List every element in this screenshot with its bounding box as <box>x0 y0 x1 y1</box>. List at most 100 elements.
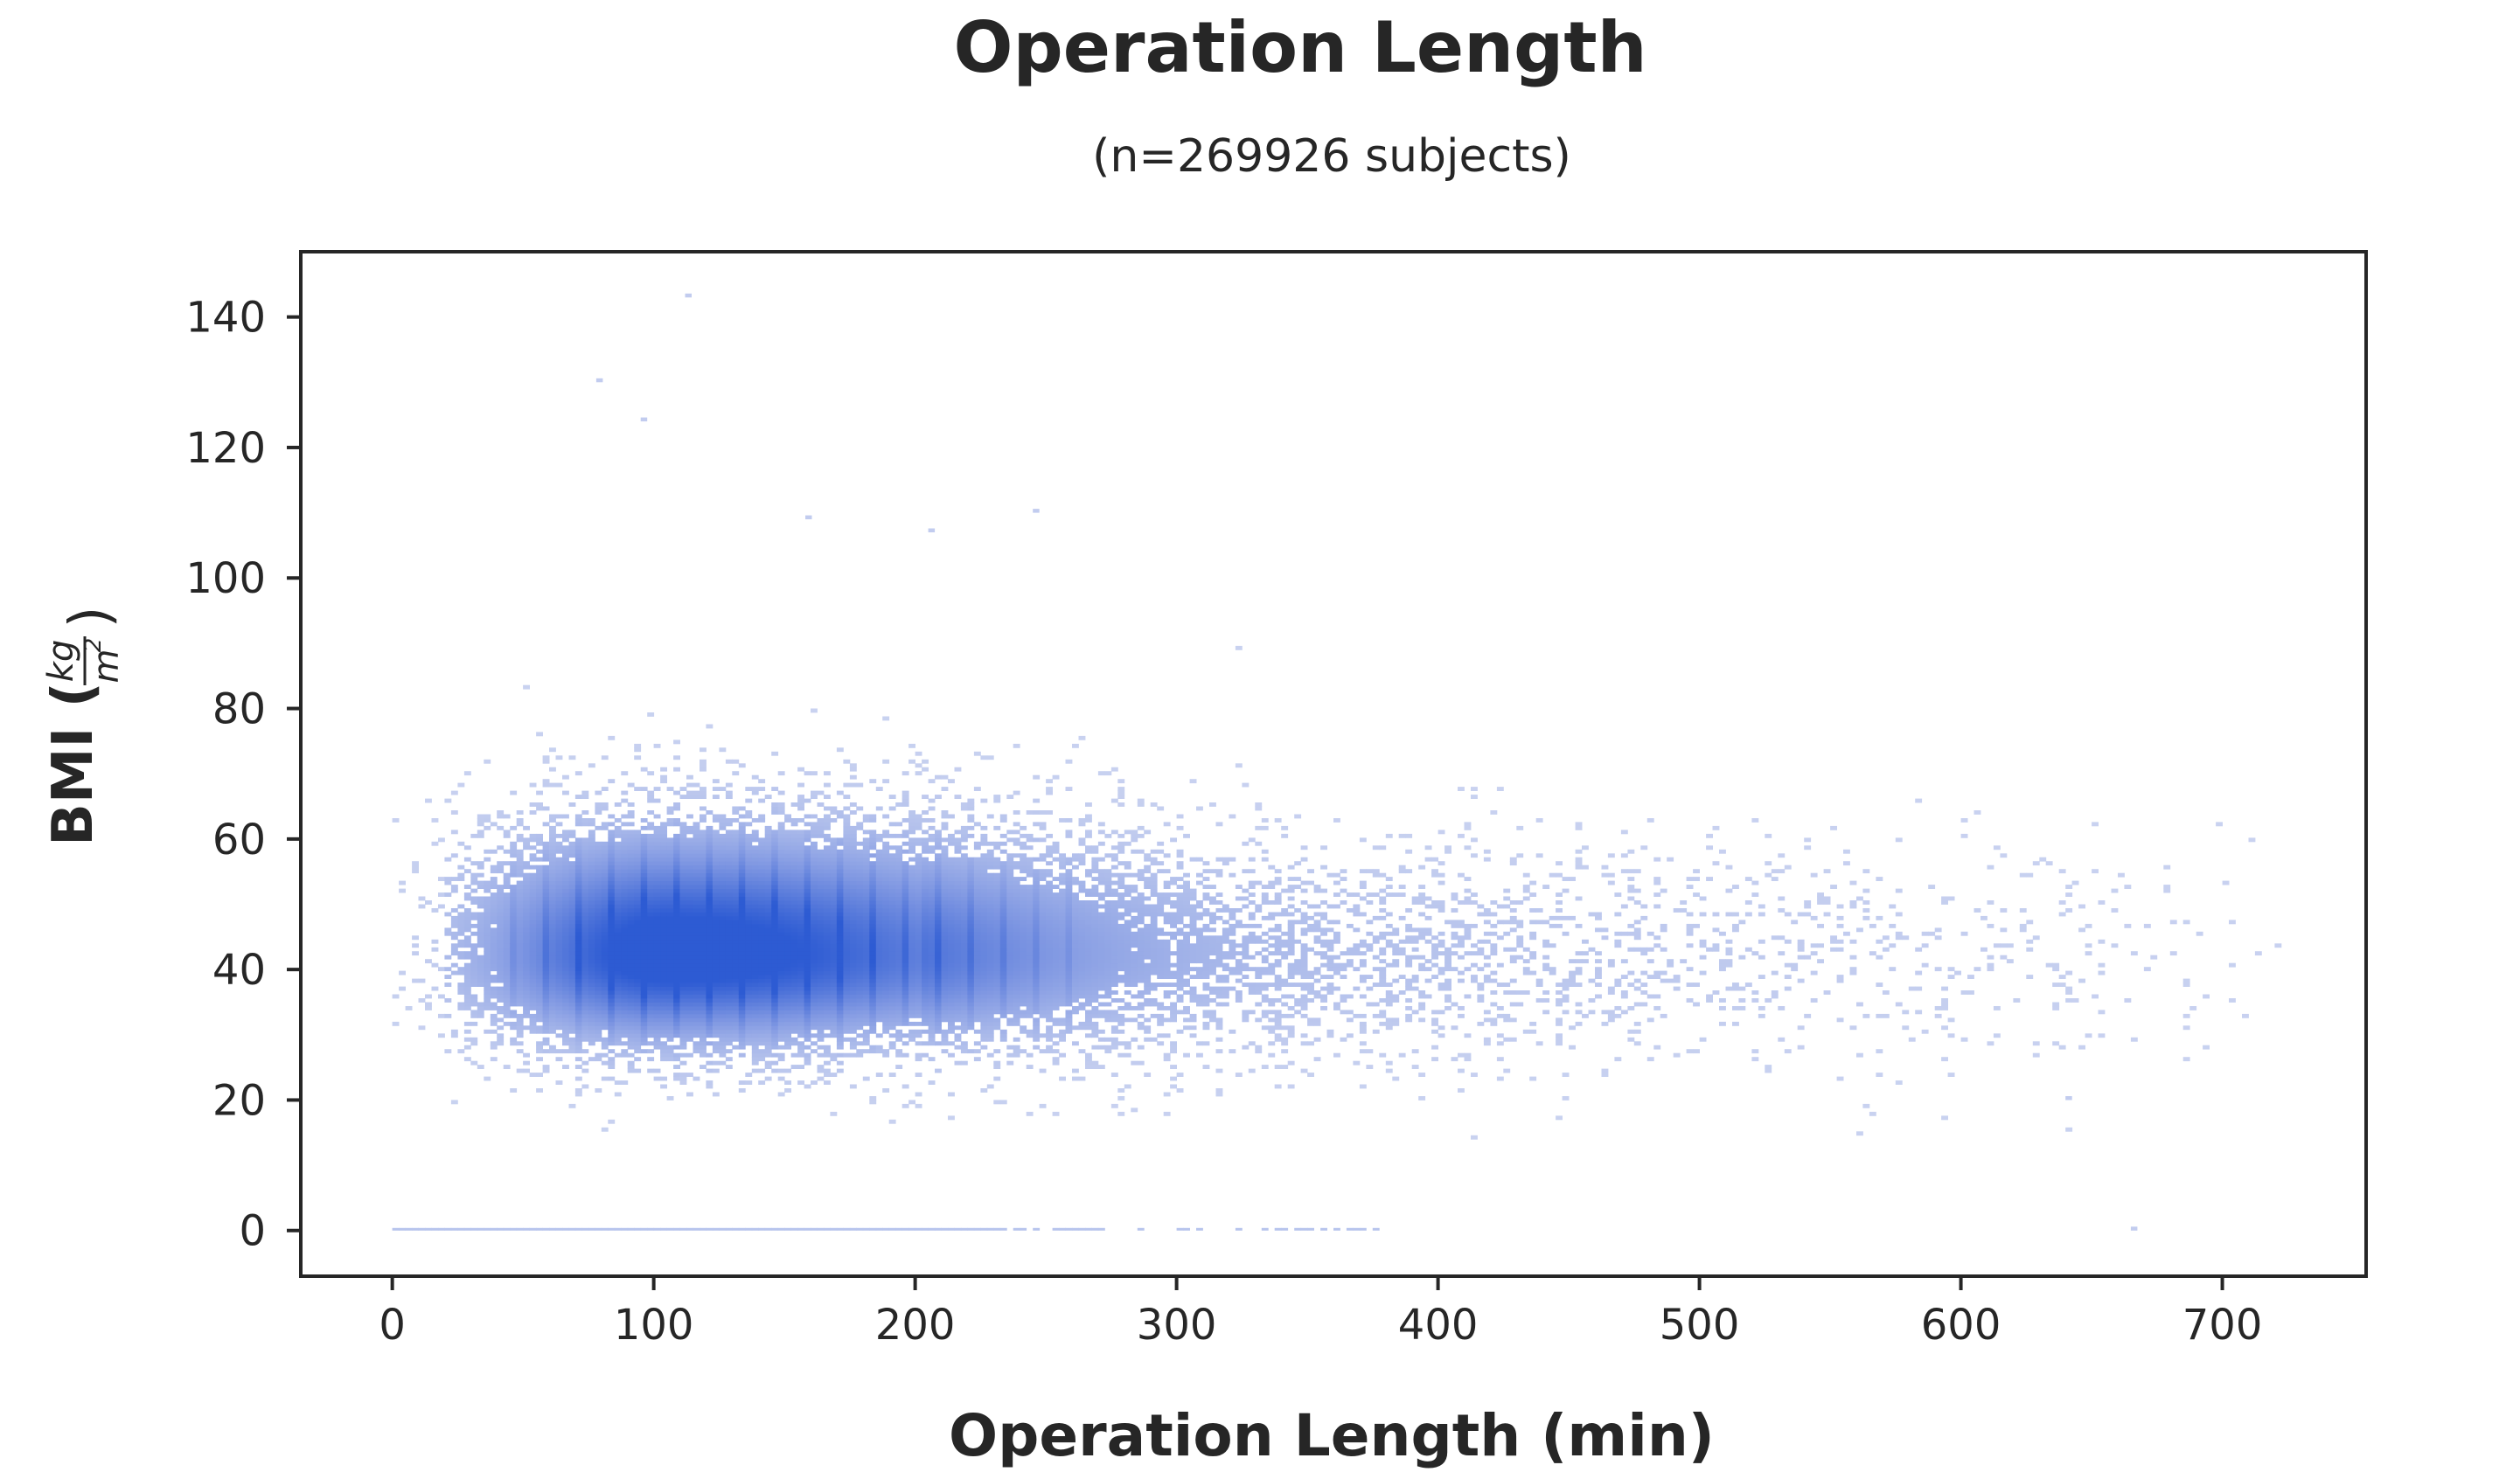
heat-cell <box>922 904 929 909</box>
heat-cell <box>1006 1021 1014 1026</box>
heat-cell <box>973 1006 981 1010</box>
heat-cell <box>804 904 811 909</box>
heat-cell <box>935 864 942 870</box>
heat-cell <box>666 1013 674 1018</box>
heat-cell <box>928 877 936 881</box>
heat-cell <box>764 1049 772 1054</box>
heat-cell <box>948 908 955 913</box>
heat-cell <box>640 935 648 941</box>
heat-cell <box>608 1057 616 1062</box>
heat-cell <box>901 1103 909 1108</box>
heat-cell <box>935 830 942 835</box>
heat-cell <box>516 915 524 920</box>
heat-cell <box>673 915 680 920</box>
heat-cell <box>686 1017 693 1023</box>
heat-cell <box>686 1013 693 1018</box>
heat-cell <box>568 1103 576 1108</box>
heat-cell <box>549 947 556 952</box>
heat-cell <box>627 975 635 979</box>
heat-cell <box>817 1045 825 1050</box>
heat-cell <box>463 982 471 987</box>
heat-cell <box>928 845 936 851</box>
heat-cell <box>503 885 511 889</box>
heat-cell <box>529 1002 537 1007</box>
heat-cell <box>516 975 524 979</box>
heat-cell <box>784 837 791 843</box>
heat-cell <box>895 853 903 858</box>
heat-cell <box>608 896 616 901</box>
heat-cell <box>601 1076 609 1081</box>
heat-cell <box>1006 830 1014 835</box>
heat-cell <box>516 920 524 925</box>
heat-cell <box>700 896 707 901</box>
heat-cell <box>706 947 714 952</box>
heat-cell <box>758 935 766 941</box>
heat-cell <box>869 888 877 893</box>
heat-cell <box>824 1025 831 1031</box>
heat-cell <box>653 900 661 905</box>
heat-cell <box>470 915 478 920</box>
heat-cell <box>901 994 909 999</box>
heat-cell <box>595 1006 602 1010</box>
heat-cell <box>568 869 576 874</box>
heat-cell <box>666 1096 674 1101</box>
heat-cell <box>608 935 616 941</box>
heat-cell <box>764 896 772 901</box>
heat-cell <box>549 1006 556 1010</box>
heat-cell <box>673 790 680 795</box>
heat-cell <box>993 927 1001 933</box>
heat-cell <box>856 1049 864 1054</box>
heat-cell <box>647 1017 655 1023</box>
heat-cell <box>915 920 922 925</box>
heat-cell <box>790 943 798 948</box>
heat-cell <box>574 837 582 843</box>
heat-cell <box>922 864 929 870</box>
heat-cell <box>764 978 772 983</box>
heat-cell <box>830 1025 838 1031</box>
heat-cell <box>719 825 727 830</box>
heat-cell <box>529 962 537 968</box>
heat-cell <box>824 880 831 885</box>
heat-cell <box>882 975 890 979</box>
heat-cell <box>627 923 635 928</box>
heat-cell <box>503 923 511 928</box>
heat-cell <box>758 1049 766 1054</box>
heat-cell <box>862 947 870 952</box>
heat-cell <box>843 986 851 991</box>
heat-cell <box>614 872 622 878</box>
heat-cell <box>935 947 942 952</box>
heat-cell <box>973 990 981 995</box>
heat-cell <box>634 1037 642 1042</box>
heat-cell <box>817 1068 825 1073</box>
heat-cell <box>862 927 870 933</box>
heat-cell <box>824 994 831 999</box>
heat-cell <box>862 900 870 905</box>
heat-cell <box>941 872 949 878</box>
heat-cell <box>725 998 733 1003</box>
heat-cell <box>706 904 714 909</box>
heat-cell <box>856 951 864 956</box>
heat-cell <box>660 857 667 862</box>
heat-cell <box>700 806 707 811</box>
heat-cell <box>614 931 622 936</box>
heat-cell <box>666 978 674 983</box>
heat-cell <box>928 923 936 928</box>
heat-cell <box>843 1021 851 1026</box>
heat-cell <box>935 955 942 960</box>
heat-cell <box>706 896 714 901</box>
heat-cell <box>568 853 576 858</box>
heat-cell <box>771 857 779 862</box>
heat-cell <box>824 814 831 819</box>
heat-cell <box>980 959 988 964</box>
heat-cell <box>614 1033 622 1038</box>
heat-cell <box>706 861 714 866</box>
heat-cell <box>686 857 693 862</box>
heat-cell <box>797 795 804 799</box>
heat-cell <box>719 962 727 968</box>
heat-cell <box>503 990 511 995</box>
heat-cell <box>882 1052 890 1058</box>
heat-cell <box>732 1037 740 1042</box>
heat-cell <box>581 880 589 885</box>
heat-cell <box>777 1045 785 1050</box>
heat-cell <box>581 1033 589 1038</box>
